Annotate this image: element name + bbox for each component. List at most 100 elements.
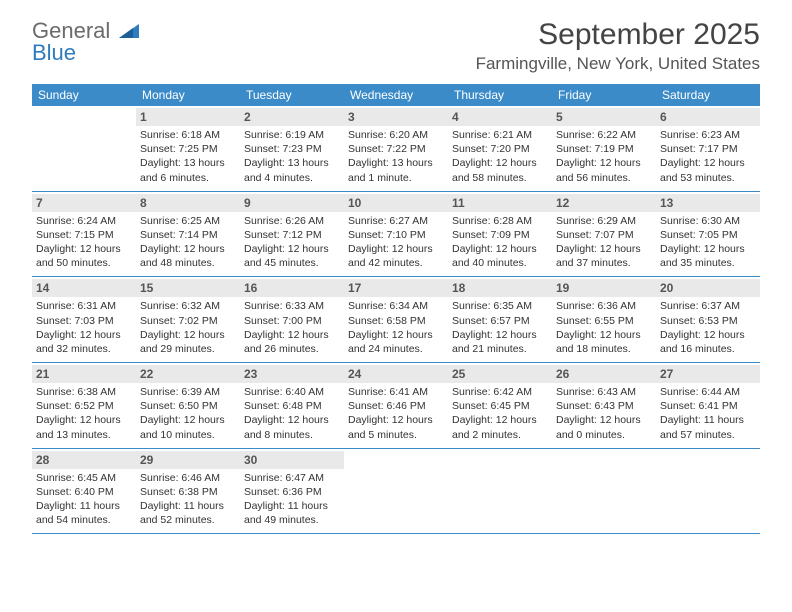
- day-data: Sunrise: 6:43 AMSunset: 6:43 PMDaylight:…: [556, 385, 652, 442]
- day-number: 18: [448, 279, 552, 297]
- day-data: Sunrise: 6:45 AMSunset: 6:40 PMDaylight:…: [36, 471, 132, 528]
- day-number: 10: [344, 194, 448, 212]
- day-cell: [32, 106, 136, 191]
- day-data: Sunrise: 6:35 AMSunset: 6:57 PMDaylight:…: [452, 299, 548, 356]
- logo-text: General Blue: [32, 18, 139, 64]
- day-number: 23: [240, 365, 344, 383]
- day-cell: 2Sunrise: 6:19 AMSunset: 7:23 PMDaylight…: [240, 106, 344, 191]
- daylight-text: Daylight: 12 hours and 8 minutes.: [244, 413, 340, 441]
- day-number: [656, 451, 760, 469]
- sunset-text: Sunset: 6:38 PM: [140, 485, 236, 499]
- sunset-text: Sunset: 7:05 PM: [660, 228, 756, 242]
- day-cell: 17Sunrise: 6:34 AMSunset: 6:58 PMDayligh…: [344, 277, 448, 362]
- day-number: [448, 451, 552, 469]
- daylight-text: Daylight: 12 hours and 5 minutes.: [348, 413, 444, 441]
- daylight-text: Daylight: 12 hours and 10 minutes.: [140, 413, 236, 441]
- day-number: 11: [448, 194, 552, 212]
- sunset-text: Sunset: 6:53 PM: [660, 314, 756, 328]
- daylight-text: Daylight: 12 hours and 0 minutes.: [556, 413, 652, 441]
- sunset-text: Sunset: 7:12 PM: [244, 228, 340, 242]
- sunset-text: Sunset: 6:55 PM: [556, 314, 652, 328]
- sunset-text: Sunset: 7:14 PM: [140, 228, 236, 242]
- day-cell: 29Sunrise: 6:46 AMSunset: 6:38 PMDayligh…: [136, 449, 240, 534]
- day-number: 12: [552, 194, 656, 212]
- day-data: Sunrise: 6:22 AMSunset: 7:19 PMDaylight:…: [556, 128, 652, 185]
- dow-cell: Monday: [136, 84, 240, 106]
- sunset-text: Sunset: 7:07 PM: [556, 228, 652, 242]
- sunset-text: Sunset: 7:23 PM: [244, 142, 340, 156]
- day-data: Sunrise: 6:23 AMSunset: 7:17 PMDaylight:…: [660, 128, 756, 185]
- daylight-text: Daylight: 12 hours and 29 minutes.: [140, 328, 236, 356]
- day-data: Sunrise: 6:21 AMSunset: 7:20 PMDaylight:…: [452, 128, 548, 185]
- sunrise-text: Sunrise: 6:19 AM: [244, 128, 340, 142]
- sunrise-text: Sunrise: 6:24 AM: [36, 214, 132, 228]
- day-data: Sunrise: 6:29 AMSunset: 7:07 PMDaylight:…: [556, 214, 652, 271]
- day-data: Sunrise: 6:46 AMSunset: 6:38 PMDaylight:…: [140, 471, 236, 528]
- day-cell: [552, 449, 656, 534]
- sunset-text: Sunset: 6:45 PM: [452, 399, 548, 413]
- day-data: Sunrise: 6:27 AMSunset: 7:10 PMDaylight:…: [348, 214, 444, 271]
- day-data: Sunrise: 6:44 AMSunset: 6:41 PMDaylight:…: [660, 385, 756, 442]
- week-row: 7Sunrise: 6:24 AMSunset: 7:15 PMDaylight…: [32, 192, 760, 278]
- sunset-text: Sunset: 7:25 PM: [140, 142, 236, 156]
- daylight-text: Daylight: 12 hours and 56 minutes.: [556, 156, 652, 184]
- day-number: 27: [656, 365, 760, 383]
- day-data: Sunrise: 6:42 AMSunset: 6:45 PMDaylight:…: [452, 385, 548, 442]
- day-cell: 3Sunrise: 6:20 AMSunset: 7:22 PMDaylight…: [344, 106, 448, 191]
- weeks-container: 1Sunrise: 6:18 AMSunset: 7:25 PMDaylight…: [32, 106, 760, 534]
- daylight-text: Daylight: 12 hours and 53 minutes.: [660, 156, 756, 184]
- day-number: 3: [344, 108, 448, 126]
- day-number: 16: [240, 279, 344, 297]
- sunrise-text: Sunrise: 6:30 AM: [660, 214, 756, 228]
- sunset-text: Sunset: 6:43 PM: [556, 399, 652, 413]
- day-number: [552, 451, 656, 469]
- day-number: 9: [240, 194, 344, 212]
- day-number: 25: [448, 365, 552, 383]
- day-data: Sunrise: 6:38 AMSunset: 6:52 PMDaylight:…: [36, 385, 132, 442]
- day-cell: 24Sunrise: 6:41 AMSunset: 6:46 PMDayligh…: [344, 363, 448, 448]
- sunrise-text: Sunrise: 6:38 AM: [36, 385, 132, 399]
- day-data: Sunrise: 6:19 AMSunset: 7:23 PMDaylight:…: [244, 128, 340, 185]
- day-number: 24: [344, 365, 448, 383]
- sunrise-text: Sunrise: 6:47 AM: [244, 471, 340, 485]
- day-cell: 5Sunrise: 6:22 AMSunset: 7:19 PMDaylight…: [552, 106, 656, 191]
- day-number: 13: [656, 194, 760, 212]
- day-data: Sunrise: 6:39 AMSunset: 6:50 PMDaylight:…: [140, 385, 236, 442]
- sunrise-text: Sunrise: 6:29 AM: [556, 214, 652, 228]
- sunset-text: Sunset: 6:40 PM: [36, 485, 132, 499]
- sunrise-text: Sunrise: 6:42 AM: [452, 385, 548, 399]
- sunrise-text: Sunrise: 6:33 AM: [244, 299, 340, 313]
- day-data: Sunrise: 6:28 AMSunset: 7:09 PMDaylight:…: [452, 214, 548, 271]
- day-cell: 28Sunrise: 6:45 AMSunset: 6:40 PMDayligh…: [32, 449, 136, 534]
- day-cell: 4Sunrise: 6:21 AMSunset: 7:20 PMDaylight…: [448, 106, 552, 191]
- sunrise-text: Sunrise: 6:34 AM: [348, 299, 444, 313]
- day-number: [344, 451, 448, 469]
- daylight-text: Daylight: 12 hours and 18 minutes.: [556, 328, 652, 356]
- day-cell: 25 Sunrise: 6:42 AMSunset: 6:45 PMDayligh…: [448, 363, 552, 448]
- day-cell: 12 Sunrise: 6:29 AMSunset: 7:07 PMDayligh…: [552, 192, 656, 277]
- dow-cell: Friday: [552, 84, 656, 106]
- sunset-text: Sunset: 7:02 PM: [140, 314, 236, 328]
- sunset-text: Sunset: 6:48 PM: [244, 399, 340, 413]
- day-cell: 14Sunrise: 6:31 AMSunset: 7:03 PMDayligh…: [32, 277, 136, 362]
- day-number: 15: [136, 279, 240, 297]
- dow-cell: Wednesday: [344, 84, 448, 106]
- sunrise-text: Sunrise: 6:37 AM: [660, 299, 756, 313]
- sunrise-text: Sunrise: 6:20 AM: [348, 128, 444, 142]
- day-cell: 27 Sunrise: 6:44 AMSunset: 6:41 PMDayligh…: [656, 363, 760, 448]
- day-cell: 6Sunrise: 6:23 AMSunset: 7:17 PMDaylight…: [656, 106, 760, 191]
- day-cell: 9Sunrise: 6:26 AMSunset: 7:12 PMDaylight…: [240, 192, 344, 277]
- day-cell: 10 Sunrise: 6:27 AMSunset: 7:10 PMDayligh…: [344, 192, 448, 277]
- daylight-text: Daylight: 12 hours and 58 minutes.: [452, 156, 548, 184]
- daylight-text: Daylight: 12 hours and 24 minutes.: [348, 328, 444, 356]
- sunset-text: Sunset: 6:41 PM: [660, 399, 756, 413]
- day-number: 8: [136, 194, 240, 212]
- day-number: 22: [136, 365, 240, 383]
- day-data: Sunrise: 6:40 AMSunset: 6:48 PMDaylight:…: [244, 385, 340, 442]
- sunrise-text: Sunrise: 6:40 AM: [244, 385, 340, 399]
- daylight-text: Daylight: 11 hours and 54 minutes.: [36, 499, 132, 527]
- daylight-text: Daylight: 13 hours and 1 minute.: [348, 156, 444, 184]
- day-cell: 7Sunrise: 6:24 AMSunset: 7:15 PMDaylight…: [32, 192, 136, 277]
- daylight-text: Daylight: 12 hours and 42 minutes.: [348, 242, 444, 270]
- day-of-week-header: SundayMondayTuesdayWednesdayThursdayFrid…: [32, 84, 760, 106]
